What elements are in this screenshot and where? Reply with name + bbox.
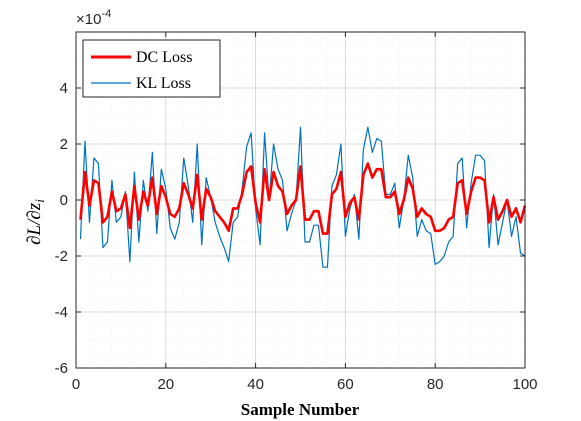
y-axis-title-main: ∂L/∂z	[24, 202, 45, 245]
legend-label-dc-loss: DC Loss	[136, 49, 192, 66]
y-multiplier-exponent: -4	[101, 8, 111, 20]
y-multiplier-base: ×10	[76, 11, 101, 28]
y-axis-title-subscript: i	[32, 199, 47, 203]
y-multiplier: ×10-4	[76, 8, 111, 28]
y-tick-label: 2	[60, 136, 68, 153]
y-tick-label: 4	[60, 80, 68, 97]
legend: DC Loss KL Loss	[82, 39, 221, 98]
x-tick-label: 80	[427, 376, 444, 393]
y-axis-title: ∂L/∂zi	[24, 199, 47, 245]
axes	[75, 31, 526, 369]
legend-box	[82, 39, 221, 98]
tick-labels: 0 20 40 60 80 100 -6 -4 -2 0 2 4	[55, 80, 538, 393]
x-tick-label: 40	[247, 376, 264, 393]
y-tick-label: -6	[55, 360, 68, 377]
y-tick-label: 0	[60, 192, 68, 209]
y-tick-label: -2	[55, 248, 68, 265]
x-tick-label: 100	[512, 376, 537, 393]
series-layer	[79, 126, 527, 268]
y-tick-label: -4	[55, 304, 68, 321]
legend-label-kl-loss: KL Loss	[136, 75, 191, 92]
x-tick-label: 0	[72, 376, 80, 393]
series-line-dc-loss	[79, 162, 527, 235]
x-tick-label: 20	[157, 376, 174, 393]
x-tick-label: 60	[337, 376, 354, 393]
x-axis-title: Sample Number	[241, 400, 360, 419]
